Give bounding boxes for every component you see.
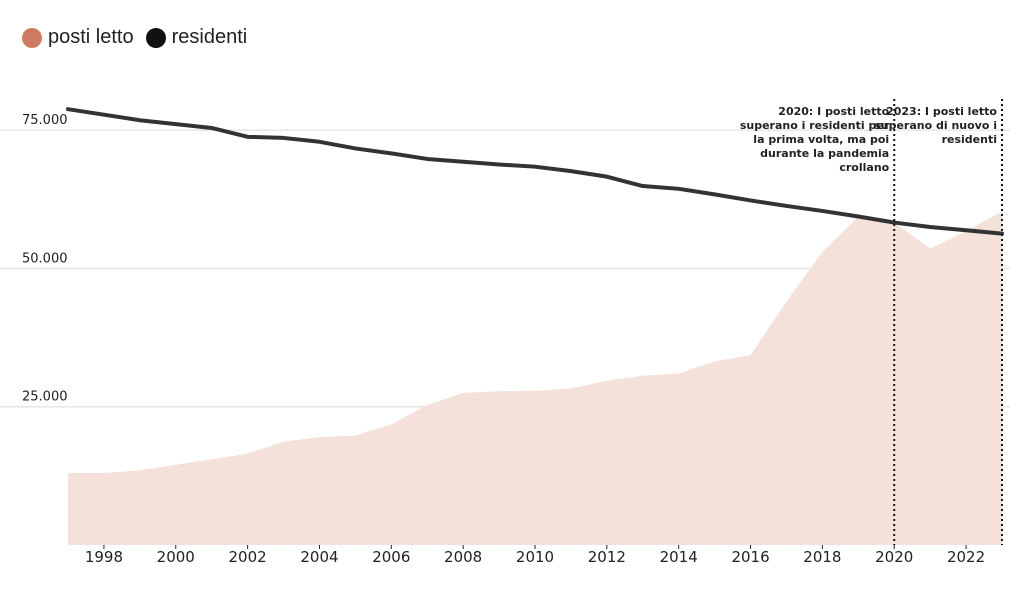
x-tick-label: 2002 bbox=[229, 548, 267, 566]
y-tick-label: 50.000 bbox=[22, 251, 68, 266]
x-tick-label: 2014 bbox=[660, 548, 698, 566]
annotation-line-text: superano i residenti per bbox=[740, 119, 890, 132]
x-tick-label: 2000 bbox=[157, 548, 195, 566]
x-tick-label: 2020 bbox=[875, 548, 913, 566]
x-tick-label: 2022 bbox=[947, 548, 985, 566]
series-line-residenti bbox=[66, 107, 1004, 236]
annotation-line-text: crollano bbox=[839, 161, 889, 174]
y-tick-label: 25.000 bbox=[22, 390, 68, 405]
annotation-line-text: durante la pandemia bbox=[760, 147, 889, 160]
legend-label-posti-letto: posti letto bbox=[48, 26, 134, 48]
x-tick-label: 1998 bbox=[85, 548, 123, 566]
annotation-line-text: 2023: I posti letto bbox=[886, 105, 997, 118]
x-tick-label: 2004 bbox=[300, 548, 338, 566]
x-tick-label: 2016 bbox=[731, 548, 769, 566]
legend-item-posti-letto[interactable]: posti letto bbox=[22, 26, 134, 49]
annotation-line-text: residenti bbox=[942, 133, 997, 146]
line-layer bbox=[66, 107, 1004, 236]
annotation-line-text: superano di nuovo i bbox=[874, 119, 997, 132]
x-axis: 1998 2000 2002 2004 2006 2008 2010 2012 2014 2016… bbox=[85, 545, 985, 566]
y-axis: 25.000 50.000 75.000 bbox=[22, 113, 68, 405]
area-layer bbox=[68, 211, 1002, 545]
x-tick-label: 2012 bbox=[588, 548, 626, 566]
annotation-line-text: la prima volta, ma poi bbox=[753, 133, 889, 146]
y-tick-label: 75.000 bbox=[22, 113, 68, 128]
legend-swatch-posti-letto-icon bbox=[22, 27, 42, 48]
annotation-line-text: 2020: I posti letto bbox=[778, 105, 889, 118]
series-area-posti-letto bbox=[68, 211, 1002, 545]
x-tick-label: 2018 bbox=[803, 548, 841, 566]
legend-item-residenti[interactable]: residenti bbox=[145, 26, 248, 49]
legend-label-residenti: residenti bbox=[171, 26, 248, 48]
legend-swatch-residenti-icon bbox=[145, 27, 166, 48]
legend: posti letto residenti bbox=[22, 26, 259, 49]
x-tick-label: 2006 bbox=[372, 548, 410, 566]
x-tick-label: 2010 bbox=[516, 548, 554, 566]
x-tick-label: 2008 bbox=[444, 548, 482, 566]
